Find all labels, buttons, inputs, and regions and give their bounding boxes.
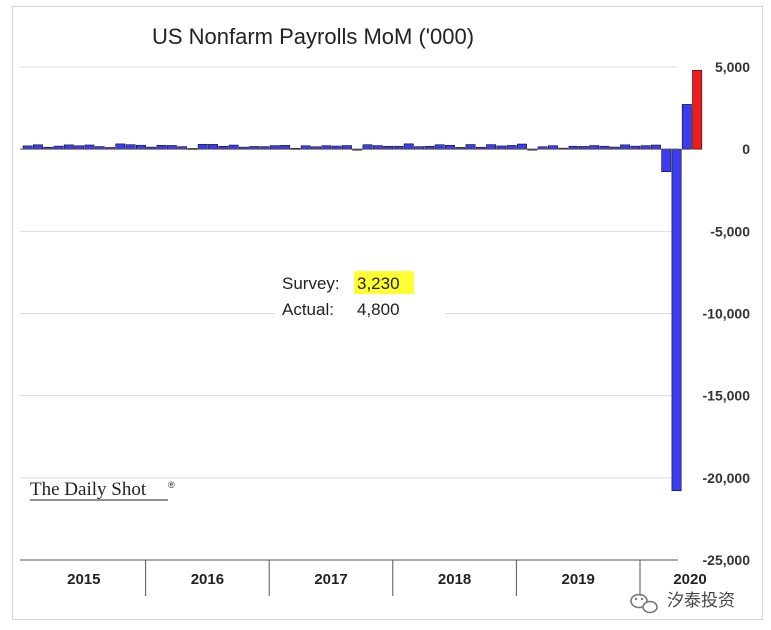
bar: [640, 145, 651, 150]
bar: [341, 145, 352, 150]
bar: [517, 143, 527, 150]
bar: [166, 145, 177, 150]
bar: [486, 144, 497, 150]
bar: [465, 144, 476, 150]
actual-label: Actual:: [282, 300, 334, 319]
x-tick-label: 2019: [562, 571, 595, 588]
bar: [681, 104, 692, 150]
y-tick-label: -20,000: [703, 470, 751, 486]
logo-text: The Daily Shot: [30, 479, 147, 500]
bar: [156, 144, 167, 150]
bar: [125, 144, 136, 150]
survey-value: 3,230: [357, 274, 400, 293]
bar: [115, 143, 126, 150]
y-tick-label: 0: [742, 141, 750, 157]
bar: [321, 145, 332, 150]
bar-latest: [692, 69, 703, 150]
survey-highlight: [354, 271, 414, 294]
x-tick-label: 2015: [67, 571, 100, 588]
bar: [228, 144, 239, 150]
x-tick-label: 2017: [314, 571, 347, 588]
y-tick-label: -10,000: [703, 306, 751, 322]
actual-value: 4,800: [357, 300, 400, 319]
wechat-icon: [630, 593, 658, 614]
bar: [280, 145, 291, 150]
bar: [434, 144, 445, 150]
y-axis-ticks: 5,000 0 -5,000 -10,000 -15,000 -20,000 -25,000: [703, 59, 751, 568]
bar: [32, 144, 43, 150]
x-axis: 2015 2016 2017 2018 2019 2020: [20, 559, 707, 596]
bar: [444, 145, 455, 150]
x-tick-label: 2020: [673, 571, 706, 588]
payrolls-chart: 5,000 0 -5,000 -10,000 -15,000 -20,000 -25,000…: [20, 24, 751, 614]
bar: [650, 144, 661, 150]
bar: [671, 148, 682, 492]
chart-frame: 5,000 0 -5,000 -10,000 -15,000 -20,000 -25,000…: [12, 6, 763, 620]
bar: [589, 145, 600, 150]
bar: [136, 144, 146, 150]
y-tick-label: -15,000: [703, 388, 751, 404]
bar: [208, 144, 218, 150]
bar: [620, 144, 631, 150]
bars: [22, 69, 703, 492]
y-tick-label: -5,000: [710, 223, 750, 239]
bar: [661, 148, 672, 173]
survey-label: Survey:: [282, 274, 340, 293]
bar: [506, 145, 517, 150]
bar: [74, 145, 85, 150]
bar: [547, 145, 558, 150]
chart-title: US Nonfarm Payrolls MoM ('000): [152, 24, 474, 49]
daily-shot-logo: The Daily Shot ®: [30, 479, 175, 501]
bar: [63, 144, 74, 150]
bar: [197, 143, 208, 150]
x-tick-label: 2018: [438, 571, 471, 588]
survey-actual-annotation: Survey: 3,230 Actual: 4,800: [275, 269, 445, 325]
watermark: 汐泰投资: [630, 591, 735, 614]
watermark-text: 汐泰投资: [667, 591, 735, 610]
y-tick-label: -25,000: [703, 552, 751, 568]
bar: [300, 145, 311, 150]
bar: [372, 145, 383, 150]
y-tick-label: 5,000: [715, 59, 750, 75]
bar: [84, 144, 95, 150]
bar: [269, 145, 280, 150]
x-tick-label: 2016: [191, 571, 224, 588]
bar: [362, 144, 373, 150]
logo-mark: ®: [168, 480, 175, 490]
bar: [403, 143, 414, 150]
